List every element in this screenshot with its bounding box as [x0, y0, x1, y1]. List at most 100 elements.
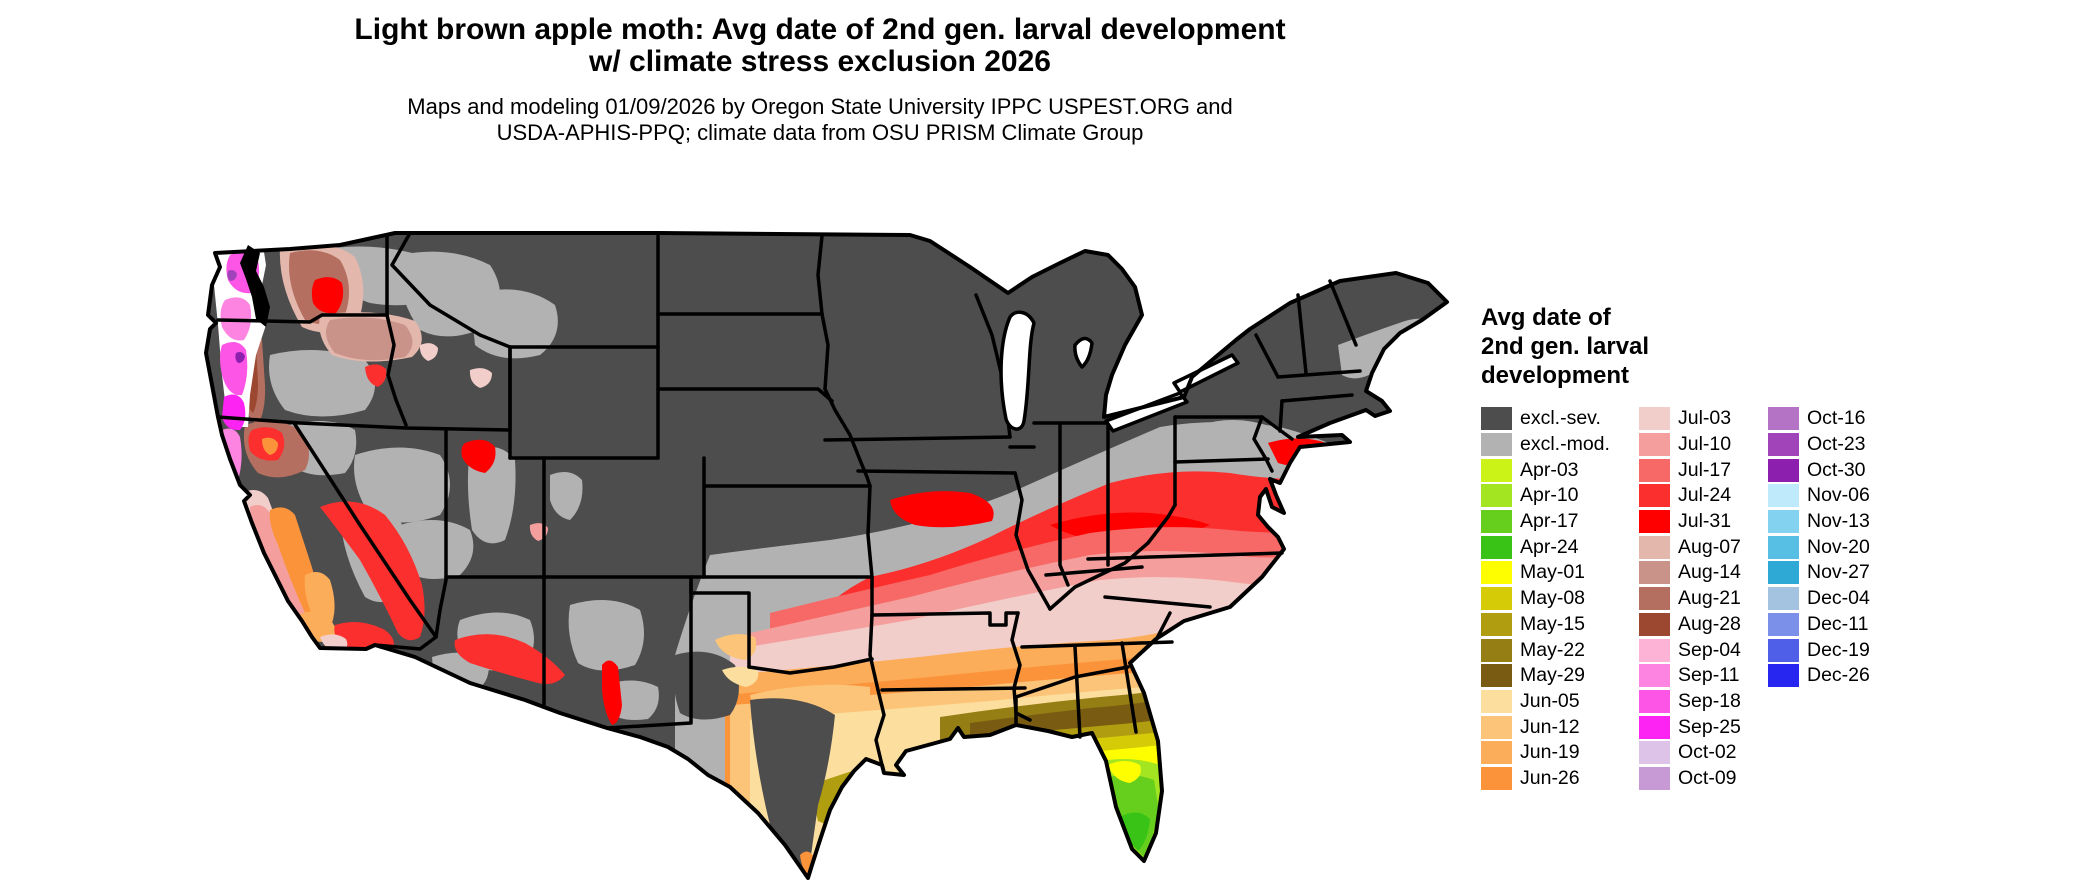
legend-swatch: [1639, 587, 1670, 611]
legend-swatch: [1481, 484, 1512, 508]
legend-swatch: [1639, 407, 1670, 431]
legend-swatch: [1768, 664, 1799, 688]
legend-item: Jun-26: [1481, 766, 1610, 792]
legend-item: Sep-11: [1639, 663, 1741, 689]
legend-item: Aug-07: [1639, 534, 1741, 560]
legend-label: Jul-31: [1678, 510, 1732, 533]
legend-label: Dec-11: [1807, 612, 1869, 635]
legend-swatch: [1481, 612, 1512, 636]
legend-item: Jul-10: [1639, 432, 1741, 458]
legend-item: Dec-26: [1768, 663, 1870, 689]
region-texas-panhandle-peach: [715, 634, 757, 660]
legend-item: Sep-18: [1639, 689, 1741, 715]
region-west-texas-dark: [673, 651, 739, 720]
legend-label: Aug-28: [1678, 612, 1741, 635]
legend-item: Jun-19: [1481, 740, 1610, 766]
legend-swatch: [1639, 664, 1670, 688]
legend-swatch: [1639, 433, 1670, 457]
legend-item: May-22: [1481, 637, 1610, 663]
legend-label: May-22: [1520, 638, 1586, 661]
map-subtitle-line2: USDA-APHIS-PPQ; climate data from OSU PR…: [496, 120, 1144, 145]
region-west-reds: [248, 277, 622, 725]
legend-item: Jul-17: [1639, 457, 1741, 483]
legend-swatch: [1481, 535, 1512, 559]
legend-swatch: [1639, 458, 1670, 482]
map-title-line1: Light brown apple moth: Avg date of 2nd …: [354, 13, 1286, 46]
legend-swatch: [1768, 535, 1799, 559]
legend-swatch: [1481, 587, 1512, 611]
legend-swatch: [1639, 766, 1670, 790]
legend-item: Aug-28: [1639, 612, 1741, 638]
legend-item: May-29: [1481, 663, 1610, 689]
legend-item: Dec-19: [1768, 637, 1870, 663]
legend-label: Aug-07: [1678, 535, 1741, 558]
legend-column-2: Jul-03 Jul-10 Jul-17 Jul-24 Jul-31 Aug-07 Aug-…: [1639, 406, 1741, 791]
legend-column-3: Oct-16 Oct-23 Oct-30 Nov-06 Nov-13 Nov-20 Nov-…: [1768, 406, 1870, 689]
legend-swatch: [1768, 612, 1799, 636]
legend-swatch: [1481, 715, 1512, 739]
legend-label: Oct-30: [1807, 458, 1866, 481]
legend-item: Nov-20: [1768, 534, 1870, 560]
region-california: [240, 489, 394, 653]
legend-label: Oct-16: [1807, 407, 1866, 430]
legend-swatch: [1768, 561, 1799, 585]
legend-label: Jun-19: [1520, 741, 1580, 764]
legend-swatch: [1639, 715, 1670, 739]
lake-michigan: [999, 310, 1036, 431]
legend-label: Apr-17: [1520, 510, 1579, 533]
legend-item: Sep-04: [1639, 637, 1741, 663]
legend-item: Oct-16: [1768, 406, 1870, 432]
legend-item: Aug-21: [1639, 586, 1741, 612]
region-florida-keys: [1148, 873, 1154, 877]
legend-swatch: [1481, 741, 1512, 765]
legend-swatch: [1481, 458, 1512, 482]
legend-item: Oct-02: [1639, 740, 1741, 766]
legend-item: Dec-04: [1768, 586, 1870, 612]
legend-label: Sep-11: [1678, 664, 1740, 687]
legend-swatch: [1481, 664, 1512, 688]
legend-label: Aug-14: [1678, 561, 1741, 584]
legend-swatch: [1768, 458, 1799, 482]
legend-label: Oct-09: [1678, 766, 1737, 789]
legend-item: Sep-25: [1639, 714, 1741, 740]
legend-swatch: [1481, 766, 1512, 790]
state-borders: [216, 231, 1362, 767]
legend-label: Jul-24: [1678, 484, 1732, 507]
legend-item: Oct-30: [1768, 457, 1870, 483]
legend-swatch: [1481, 510, 1512, 534]
legend-item: Dec-11: [1768, 612, 1870, 638]
region-florida-apr24: [1120, 812, 1150, 851]
legend-title-line2: 2nd gen. larval: [1481, 333, 1650, 360]
map-subtitle: Maps and modeling 01/09/2026 by Oregon S…: [220, 94, 1420, 146]
legend-item: Jul-24: [1639, 483, 1741, 509]
legend-swatch: [1639, 535, 1670, 559]
region-florida-keys: [1116, 873, 1122, 877]
legend-column-1: excl.-sev. excl.-mod. Apr-03 Apr-10 Apr-17 Ap…: [1481, 406, 1610, 791]
legend-item: Jun-12: [1481, 714, 1610, 740]
legend-swatch: [1639, 612, 1670, 636]
legend-label: Jun-12: [1520, 715, 1580, 738]
legend-item: Oct-09: [1639, 766, 1741, 792]
legend-swatch: [1768, 407, 1799, 431]
legend-label: excl.-sev.: [1520, 407, 1601, 430]
legend-title-line3: development: [1481, 362, 1630, 389]
legend-label: Sep-25: [1678, 715, 1741, 738]
map-svg: [204, 231, 1449, 880]
region-florida-yellow-spot: [1108, 761, 1141, 783]
legend-swatch: [1481, 407, 1512, 431]
legend-item: May-08: [1481, 586, 1610, 612]
legend-label: Dec-04: [1807, 587, 1870, 610]
legend-item: Jun-05: [1481, 689, 1610, 715]
legend-swatch: [1639, 561, 1670, 585]
region-south-texas-dark: [750, 698, 835, 877]
legend-label: Sep-18: [1678, 689, 1741, 712]
legend-label: Dec-26: [1807, 664, 1870, 687]
legend-swatch: [1639, 741, 1670, 765]
legend-label: Oct-02: [1678, 741, 1737, 764]
legend-label: May-29: [1520, 664, 1586, 687]
legend-item: Jul-03: [1639, 406, 1741, 432]
legend-item: May-15: [1481, 612, 1610, 638]
legend-swatch: [1768, 638, 1799, 662]
legend-label: Jul-10: [1678, 433, 1732, 456]
